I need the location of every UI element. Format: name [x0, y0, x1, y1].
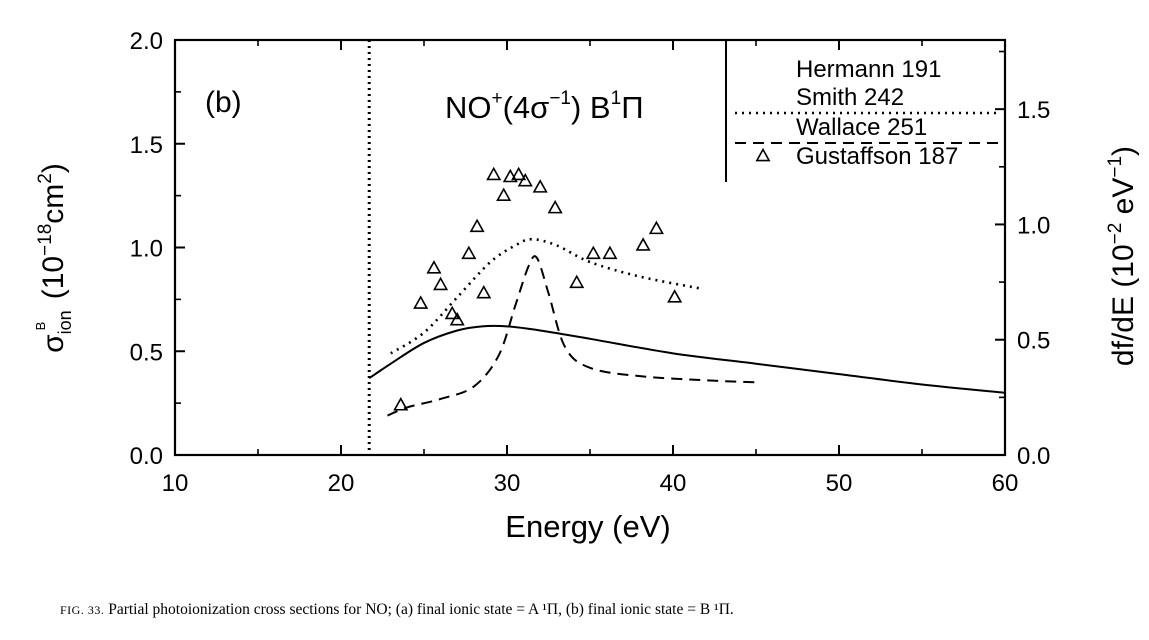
axis-labels: (b) NO+(4σ−1) B1Π Energy (eV) σionB (10−…	[33, 86, 1140, 544]
data-point-gustaffson	[461, 245, 477, 260]
data-point-gustaffson	[585, 245, 601, 260]
y-right-tick-label: 0.0	[1017, 443, 1050, 470]
data-point-gustaffson	[393, 397, 409, 411]
x-axis-label: Energy (eV)	[505, 509, 670, 544]
series-line-dashed	[387, 255, 757, 417]
data-point-gustaffson	[486, 166, 502, 181]
data-point-gustaffson	[547, 199, 563, 214]
data-point-gustaffson	[449, 311, 465, 326]
x-tick-label: 10	[162, 470, 189, 497]
data-point-gustaffson	[511, 166, 527, 181]
y-left-tick-label: 0.0	[130, 443, 163, 470]
x-tick-label: 30	[494, 470, 521, 497]
legend-label: Wallace 251	[796, 114, 927, 141]
data-point-gustaffson	[496, 187, 512, 201]
x-tick-label: 50	[826, 470, 853, 497]
data-point-gustaffson	[569, 274, 585, 289]
y-axis-label-right: df/dE (10−2 eV−1)	[1105, 146, 1140, 366]
panel-label: (b)	[205, 86, 242, 119]
chart-title: NO+(4σ−1) B1Π	[445, 88, 644, 125]
legend-swatch-triangle	[755, 147, 771, 162]
chart: 10 20 30 40 50 600.00.51.01.52.00.00.51.01.5 …	[33, 28, 1140, 544]
legend-label: Hermann 191	[796, 56, 941, 83]
y-right-tick-label: 0.5	[1017, 328, 1050, 355]
series-line-solid	[368, 324, 1006, 394]
y-right-tick-label: 1.0	[1017, 212, 1050, 239]
data-point-gustaffson	[532, 179, 548, 193]
series-line-dotted	[390, 237, 704, 355]
y-axis-label-left: σionB (10−18cm2)	[33, 163, 75, 353]
y-right-tick-label: 1.5	[1017, 97, 1050, 124]
data-point-gustaffson	[426, 260, 442, 274]
x-tick-label: 40	[660, 470, 687, 497]
figure-caption: FIG. 33. Partial photoionization cross s…	[60, 601, 734, 619]
caption-text: Partial photoionization cross sections f…	[104, 601, 734, 618]
y-left-tick-label: 1.5	[130, 132, 163, 159]
data-series	[368, 166, 1006, 417]
y-left-tick-label: 2.0	[130, 28, 163, 55]
figure-number: FIG. 33.	[60, 603, 105, 617]
data-point-gustaffson	[648, 220, 664, 235]
data-point-gustaffson	[476, 285, 492, 299]
x-tick-label: 20	[328, 470, 355, 497]
data-point-gustaffson	[602, 245, 618, 260]
plot-axes: 10 20 30 40 50 600.00.51.01.52.00.00.51.01.5	[130, 28, 1051, 497]
y-left-tick-label: 1.0	[130, 236, 163, 263]
data-point-gustaffson	[469, 218, 485, 233]
data-point-gustaffson	[502, 168, 518, 183]
data-point-gustaffson	[667, 289, 683, 303]
data-point-gustaffson	[413, 295, 429, 309]
x-tick-label: 60	[992, 470, 1019, 497]
y-left-tick-label: 0.5	[130, 339, 163, 366]
legend-label: Gustaffson 187	[796, 143, 958, 170]
data-point-gustaffson	[433, 276, 449, 291]
legend-label: Smith 242	[796, 84, 904, 111]
data-point-gustaffson	[517, 172, 533, 187]
data-point-gustaffson	[635, 237, 651, 251]
data-point-gustaffson	[444, 305, 460, 320]
